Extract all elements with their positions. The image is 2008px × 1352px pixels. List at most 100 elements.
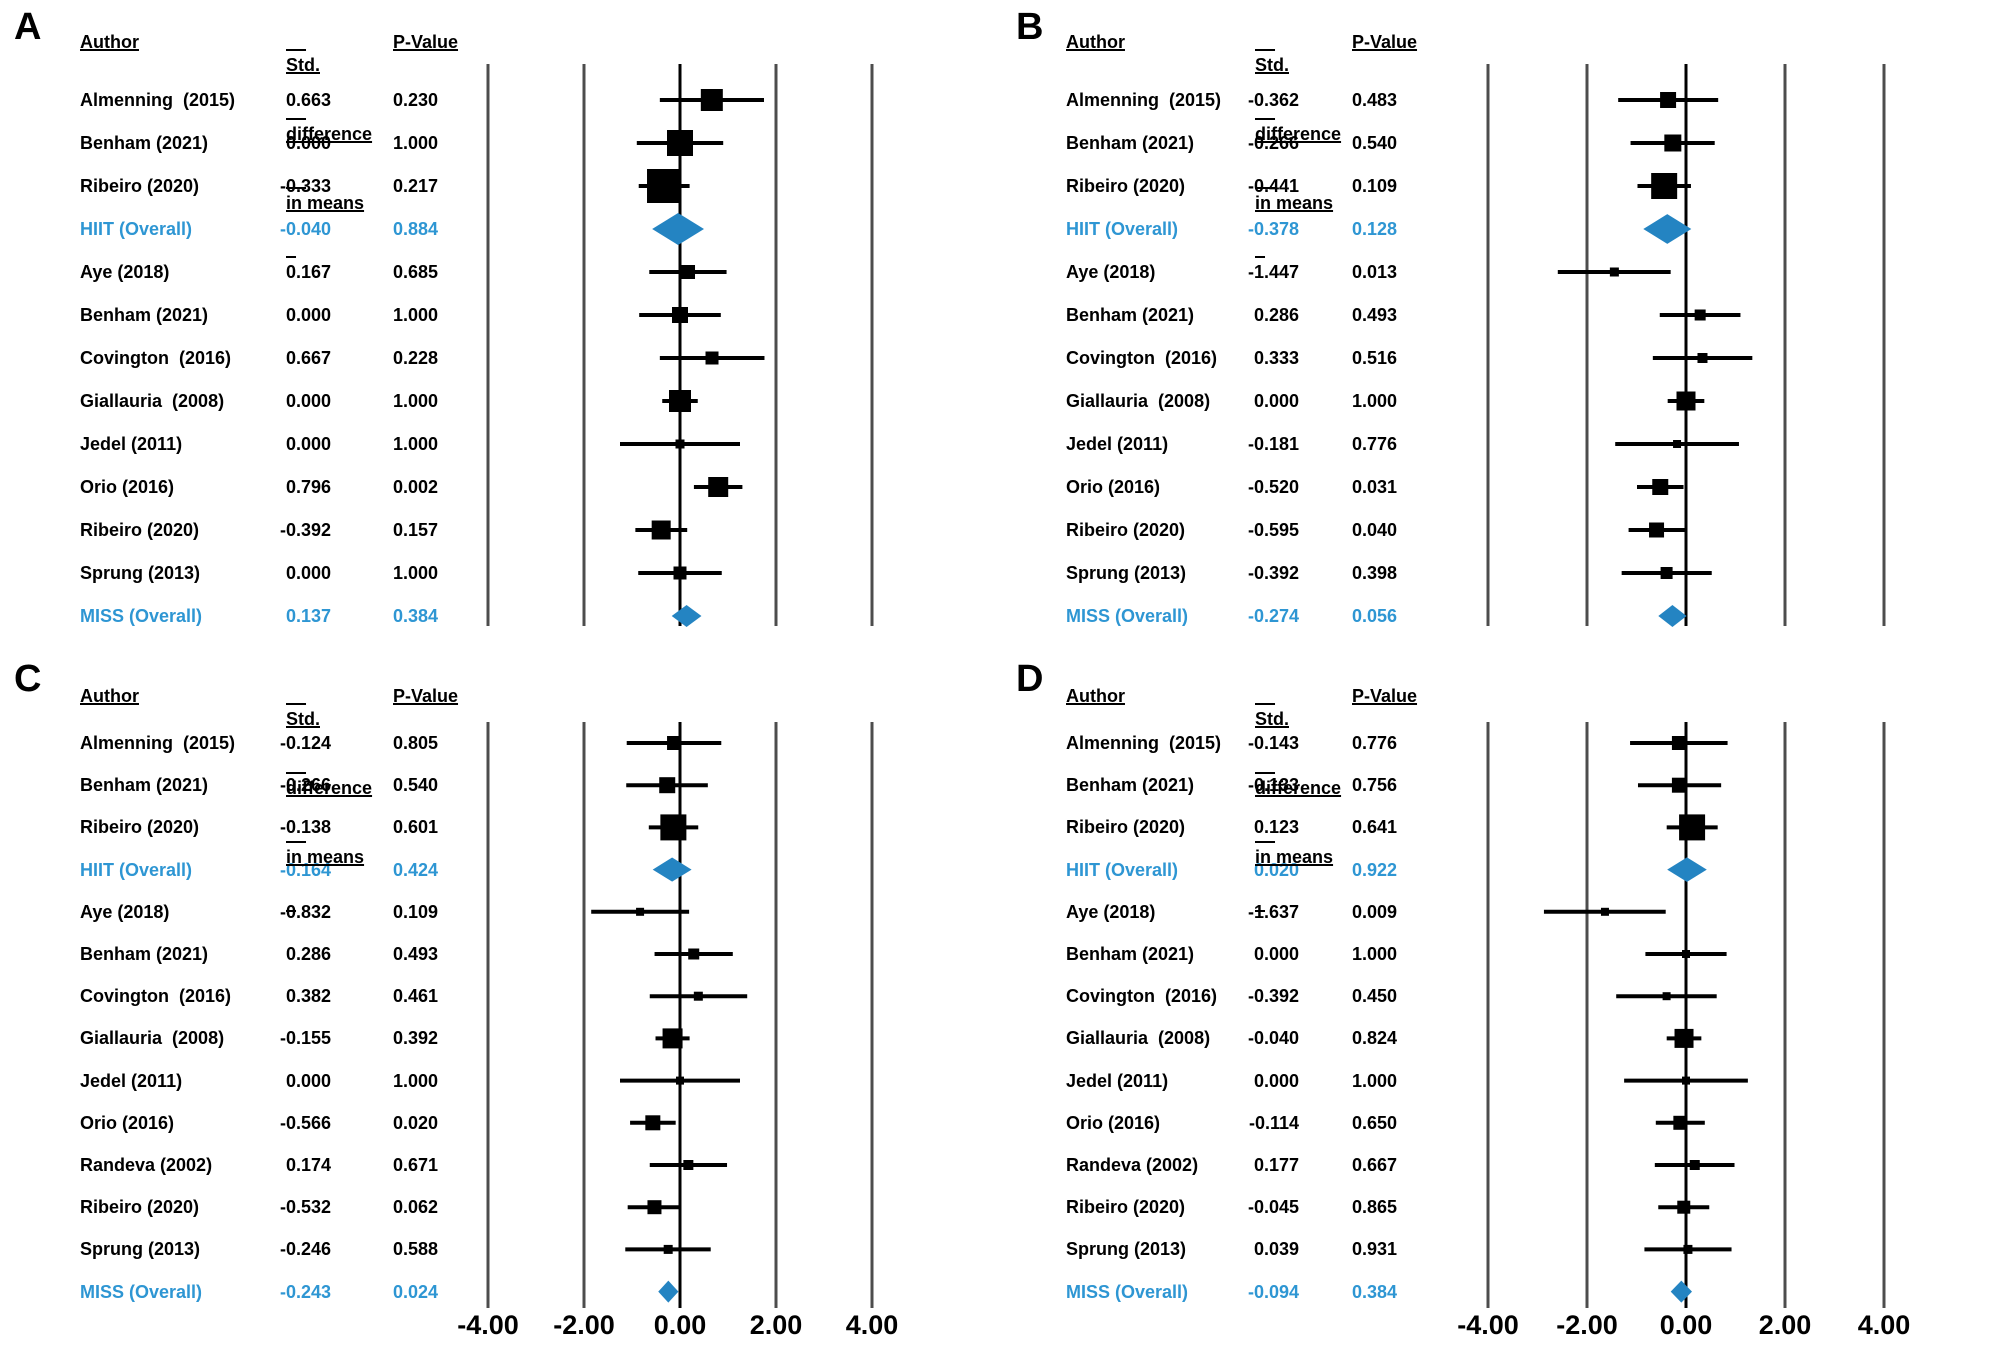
study-marker-square — [672, 307, 688, 323]
study-author: Ribeiro (2020) — [1066, 176, 1186, 196]
std-diff-value: -0.246 — [279, 1239, 331, 1260]
std-diff-value: -0.532 — [279, 1197, 331, 1218]
std-diff-value: -0.266 — [1247, 133, 1299, 153]
study-marker-square — [1679, 814, 1706, 841]
study-author: Aye (2018) — [1066, 901, 1156, 922]
study-author: Almenning (2015) — [1066, 733, 1222, 753]
std-diff-value: 0.167 — [285, 262, 331, 282]
std-diff-value: 0.000 — [1253, 391, 1299, 411]
study-marker-square — [1682, 1076, 1690, 1085]
p-value: 0.031 — [1352, 477, 1398, 497]
std-diff-value: -0.181 — [1247, 434, 1299, 454]
std-diff-value: -0.362 — [1247, 90, 1299, 110]
p-value: 0.009 — [1352, 901, 1398, 922]
p-value: 0.424 — [393, 859, 439, 880]
p-value: 0.483 — [1352, 90, 1398, 110]
p-value: 0.756 — [1352, 775, 1398, 796]
panel-a-label: A — [14, 6, 42, 48]
study-author: Sprung (2013) — [1066, 563, 1187, 583]
study-marker-square — [1660, 567, 1673, 579]
stddiff-header-line1: Std. — [286, 709, 320, 729]
study-author: Benham (2021) — [80, 305, 209, 325]
study-author: Almenning (2015) — [1066, 90, 1222, 110]
summary-diamond — [1670, 1280, 1692, 1303]
p-value: 1.000 — [393, 391, 439, 411]
x-axis-tick-label: -2.00 — [553, 1310, 615, 1340]
std-diff-value: -0.595 — [1247, 520, 1299, 540]
p-value: 0.601 — [393, 817, 439, 838]
std-diff-value: 0.333 — [1253, 348, 1299, 368]
p-value: 0.650 — [1352, 1112, 1398, 1133]
stddiff-header-line1: Std. — [1255, 709, 1289, 729]
p-value: 0.493 — [393, 944, 439, 964]
study-author: Aye (2018) — [80, 262, 170, 282]
std-diff-value: -0.274 — [1247, 606, 1299, 626]
summary-diamond — [652, 857, 692, 882]
p-value: 0.685 — [393, 262, 439, 282]
study-author: Covington (2016) — [1066, 348, 1218, 368]
p-value: 0.109 — [1352, 176, 1398, 196]
study-author: Covington (2016) — [80, 348, 232, 368]
study-author: Jedel (2011) — [80, 434, 183, 454]
study-marker-square — [681, 265, 696, 279]
std-diff-value: 0.000 — [285, 133, 331, 153]
p-value: 1.000 — [393, 1070, 439, 1091]
x-axis-tick-label: 0.00 — [1659, 1310, 1713, 1340]
std-diff-value: 0.000 — [285, 305, 331, 325]
x-axis-tick-label: 2.00 — [1758, 1310, 1812, 1340]
study-marker-square — [1694, 309, 1706, 321]
std-diff-value: -0.333 — [279, 176, 331, 196]
study-author: Ribeiro (2020) — [1066, 1197, 1186, 1218]
p-value: 0.040 — [1352, 520, 1398, 540]
study-marker-square — [1689, 1160, 1700, 1170]
x-axis-tick-label: -4.00 — [1457, 1310, 1519, 1340]
std-diff-value: 0.000 — [285, 391, 331, 411]
std-diff-value: 0.123 — [1253, 817, 1299, 838]
std-diff-value: 0.000 — [285, 563, 331, 583]
p-value: 0.217 — [393, 176, 439, 196]
std-diff-value: -0.520 — [1247, 477, 1299, 497]
study-author: Orio (2016) — [1066, 477, 1161, 497]
study-author: Benham (2021) — [80, 944, 209, 964]
study-marker-square — [647, 1200, 662, 1215]
std-diff-value: -0.243 — [279, 1281, 331, 1302]
std-diff-value: -0.040 — [1247, 1028, 1299, 1049]
p-value: 0.461 — [393, 986, 439, 1007]
study-marker-square — [647, 169, 682, 203]
panel-d-author-header: Author — [1066, 686, 1125, 706]
study-marker-square — [1662, 992, 1671, 1001]
p-value: 0.062 — [393, 1197, 439, 1218]
stddiff-header-line1: Std. — [286, 55, 320, 75]
study-marker-square — [676, 1076, 684, 1085]
p-value: 0.384 — [1352, 1281, 1398, 1302]
summary-diamond — [1667, 857, 1707, 882]
p-value: 0.667 — [1352, 1155, 1398, 1175]
std-diff-value: -1.447 — [1247, 262, 1299, 282]
study-author: Jedel (2011) — [1066, 434, 1169, 454]
p-value: 0.230 — [393, 90, 439, 110]
study-marker-square — [705, 351, 719, 365]
study-marker-square — [1671, 777, 1687, 793]
std-diff-value: 0.000 — [285, 434, 331, 454]
stddiff-header-line2: difference — [1255, 124, 1342, 144]
p-value: 0.002 — [393, 477, 439, 497]
p-value: 1.000 — [393, 305, 439, 325]
study-author: MISS (Overall) — [80, 606, 203, 626]
std-diff-value: 0.039 — [1253, 1239, 1299, 1260]
std-diff-value: -0.138 — [279, 817, 331, 838]
study-author: Benham (2021) — [1066, 775, 1195, 796]
stddiff-header-line1: Std. — [1255, 55, 1289, 75]
std-diff-value: -0.392 — [1247, 563, 1299, 583]
p-value: 0.540 — [393, 775, 439, 796]
study-marker-square — [693, 991, 703, 1001]
std-diff-value: 0.000 — [285, 1070, 331, 1091]
summary-diamond — [1658, 605, 1687, 627]
study-author: HIIT (Overall) — [80, 859, 193, 880]
std-diff-value: -0.392 — [1247, 986, 1299, 1007]
p-value: 0.776 — [1352, 434, 1398, 454]
study-author: Jedel (2011) — [1066, 1070, 1169, 1091]
std-diff-value: 0.177 — [1253, 1155, 1299, 1175]
p-value: 0.516 — [1352, 348, 1398, 368]
panel-c-pvalue-header: P-Value — [393, 686, 459, 706]
stddiff-header-line2: difference — [286, 124, 373, 144]
